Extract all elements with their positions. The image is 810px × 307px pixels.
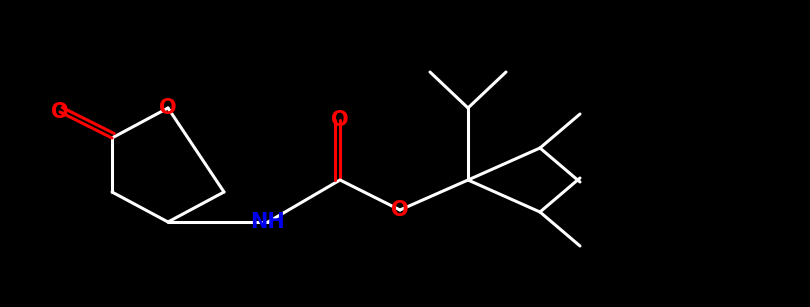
Text: O: O: [160, 98, 177, 118]
Text: NH: NH: [250, 212, 285, 232]
Text: O: O: [391, 200, 409, 220]
Text: O: O: [51, 102, 69, 122]
Text: O: O: [331, 110, 349, 130]
